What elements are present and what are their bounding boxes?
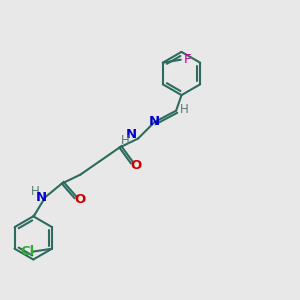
Text: H: H: [180, 103, 189, 116]
Text: Cl: Cl: [20, 245, 34, 258]
Text: N: N: [126, 128, 137, 141]
Text: F: F: [184, 53, 191, 66]
Text: O: O: [130, 159, 142, 172]
Text: N: N: [36, 190, 47, 204]
Text: H: H: [121, 134, 130, 147]
Text: O: O: [74, 193, 85, 206]
Text: H: H: [31, 185, 40, 198]
Text: N: N: [149, 115, 160, 128]
